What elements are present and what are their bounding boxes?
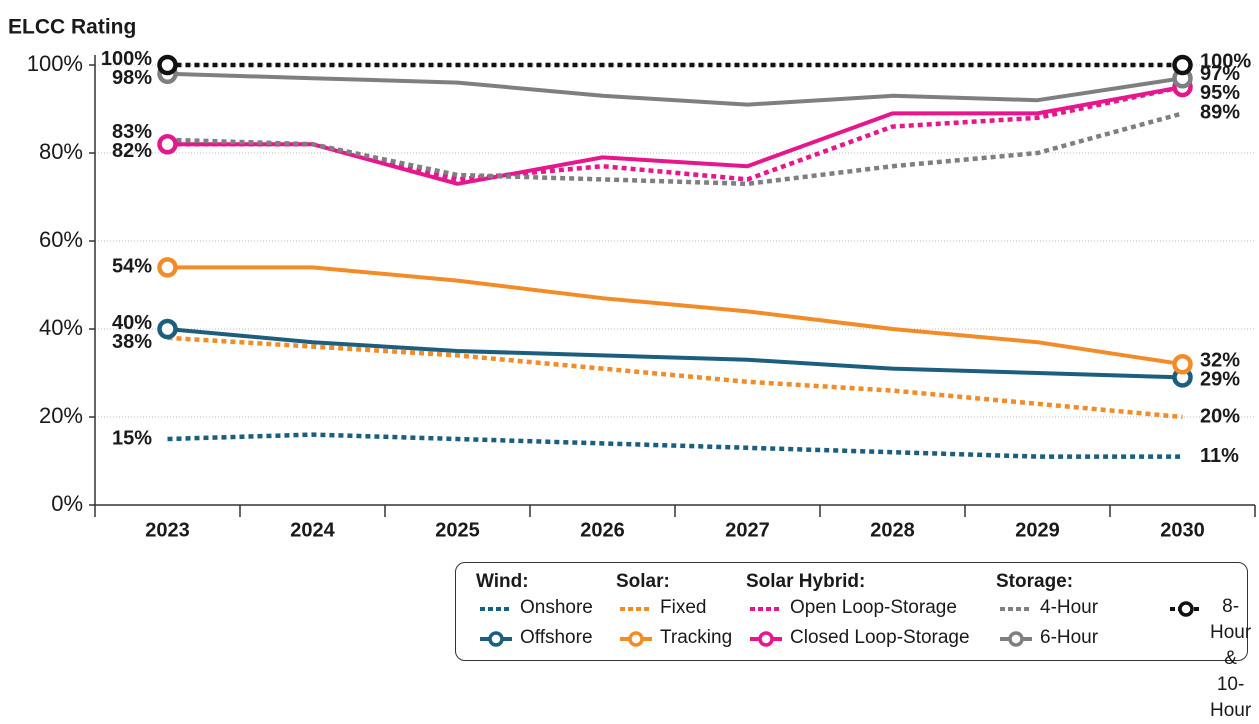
legend-swatch: [1000, 631, 1032, 647]
series-marker: [157, 257, 178, 278]
data-label: 100%: [1200, 50, 1251, 72]
x-tick-label: 2030: [1160, 519, 1205, 541]
legend-label: Open Loop-Storage: [790, 597, 957, 618]
data-label: 15%: [112, 427, 152, 449]
legend-label: 8-Hour & 10-Hour: [1210, 596, 1252, 721]
legend-swatch: [1170, 601, 1202, 617]
series-line: [167, 327, 1183, 380]
data-label: 20%: [1200, 405, 1240, 427]
legend-marker: [488, 631, 504, 647]
legend-swatch: [750, 631, 782, 647]
legend-group: Wind: Onshore Offshore: [476, 571, 593, 657]
legend-marker: [1008, 631, 1024, 647]
x-tick-label: 2028: [870, 519, 915, 541]
y-axis-label: ELCC Rating: [8, 16, 136, 39]
x-tick-label: 2025: [435, 519, 480, 541]
legend-label: Fixed: [660, 597, 707, 618]
legend-group-title: Storage:: [996, 571, 1074, 592]
y-tick-label: 40%: [39, 315, 83, 340]
legend-item: 8-Hour & 10-Hour: [1166, 596, 1251, 721]
legend-swatch: [750, 607, 782, 611]
legend-marker: [1178, 601, 1194, 617]
legend-item: Tracking: [616, 627, 732, 657]
y-tick-label: 0%: [51, 491, 83, 516]
x-tick-label: 2027: [725, 519, 770, 541]
legend-label: 6-Hour: [1040, 627, 1099, 648]
legend-label: Tracking: [660, 627, 733, 648]
y-tick-label: 80%: [39, 139, 83, 164]
data-label: 38%: [112, 331, 152, 353]
legend-item: Open Loop-Storage: [746, 597, 970, 627]
x-tick-label: 2023: [145, 519, 190, 541]
legend-swatch: [620, 607, 652, 611]
legend-group-title: Wind:: [476, 571, 529, 592]
data-label: 32%: [1200, 350, 1240, 372]
legend-swatch: [480, 607, 512, 611]
data-label: 29%: [1200, 369, 1240, 391]
legend-group: 8-Hour & 10-Hour: [1166, 596, 1251, 721]
legend: Wind: Onshore Offshore Solar: Fixed Tracking S…: [455, 562, 1251, 721]
data-label: 54%: [112, 256, 152, 278]
legend-item: Onshore: [476, 597, 593, 627]
series-marker: [157, 54, 178, 76]
data-label: 11%: [1200, 445, 1239, 467]
legend-group: Solar: Fixed Tracking: [616, 571, 732, 657]
legend-group-title: Solar Hybrid:: [746, 571, 866, 592]
legend-label: 4-Hour: [1040, 597, 1099, 618]
legend-group-title: Solar:: [616, 571, 670, 592]
series-marker: [1172, 54, 1193, 76]
y-tick-label: 100%: [27, 51, 83, 76]
y-tick-label: 20%: [39, 403, 83, 428]
series-marker: [1172, 353, 1193, 375]
series-line: [167, 432, 1183, 459]
data-label: 89%: [1200, 102, 1240, 124]
series-marker: [157, 318, 178, 340]
data-label: 82%: [112, 140, 152, 162]
legend-swatch: [480, 631, 512, 647]
x-tick-label: 2024: [290, 519, 335, 541]
legend-marker: [758, 631, 774, 647]
series-line: [167, 111, 1184, 187]
legend-group: Storage: 4-Hour 6-Hour: [996, 571, 1098, 657]
x-tick-label: 2026: [580, 519, 625, 541]
legend-swatch: [1000, 607, 1032, 611]
page: ELCC Rating 0% 20% 40% 60% 80% 100% 2023 2024 20…: [8, 15, 1256, 721]
series-marker: [157, 133, 178, 155]
legend-item: Offshore: [476, 627, 593, 657]
legend-item: Closed Loop-Storage: [746, 627, 970, 657]
legend-group: Solar Hybrid: Open Loop-Storage Closed Loo…: [746, 571, 970, 657]
legend-swatch: [620, 631, 652, 647]
y-tick-label: 60%: [39, 227, 83, 252]
legend-marker: [628, 631, 644, 647]
legend-label: Closed Loop-Storage: [790, 627, 970, 648]
x-tick-label: 2029: [1015, 519, 1060, 541]
series-line: [167, 335, 1183, 420]
data-label: 97%: [1200, 63, 1240, 85]
data-label: 40%: [112, 312, 152, 334]
series-line: [167, 265, 1183, 367]
data-label: 83%: [112, 121, 152, 143]
legend-item: 6-Hour: [996, 627, 1098, 657]
series-line: [167, 85, 1183, 186]
legend-label: Onshore: [520, 597, 593, 618]
series-line: [167, 71, 1183, 107]
legend-item: Fixed: [616, 597, 732, 627]
data-label: 100%: [101, 48, 152, 70]
data-label: 98%: [112, 67, 152, 89]
chart: ELCC Rating 0% 20% 40% 60% 80% 100% 2023 2024 20…: [8, 16, 1256, 541]
legend-label: Offshore: [520, 627, 593, 648]
legend-item: 4-Hour: [996, 597, 1098, 627]
data-label: 95%: [1200, 82, 1240, 104]
